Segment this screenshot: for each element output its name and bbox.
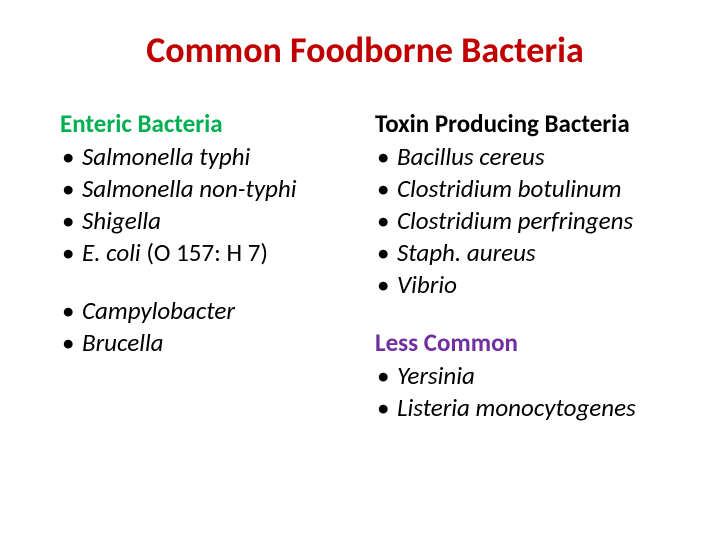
list-item: Salmonella non-typhi [60, 173, 355, 205]
left-column: Enteric Bacteria Salmonella typhi Salmon… [60, 108, 355, 450]
item-text: E. coli [82, 237, 146, 268]
slide: Common Foodborne Bacteria Enteric Bacter… [0, 0, 720, 540]
item-text: Brucella [82, 327, 164, 358]
columns: Enteric Bacteria Salmonella typhi Salmon… [60, 108, 670, 450]
item-text: Campylobacter [82, 295, 235, 326]
less-common-list: Yersinia Listeria monocytogenes [375, 360, 670, 424]
list-item: Staph. aureus [375, 237, 670, 269]
item-text-suffix: (O 157: H 7) [146, 237, 268, 268]
item-text: Salmonella non-typhi [82, 173, 296, 204]
list-item: E. coli (O 157: H 7) [60, 237, 355, 269]
list-item: Bacillus cereus [375, 141, 670, 173]
extra-list: Campylobacter Brucella [60, 295, 355, 359]
left-section-2: Campylobacter Brucella [60, 295, 355, 359]
less-common-heading: Less Common [375, 327, 670, 358]
right-section-2: Less Common Yersinia Listeria monocytoge… [375, 327, 670, 424]
list-item: Salmonella typhi [60, 141, 355, 173]
toxin-list: Bacillus cereus Clostridium botulinum Cl… [375, 141, 670, 301]
list-item: Shigella [60, 205, 355, 237]
item-text: Bacillus cereus [397, 141, 545, 172]
item-text: Listeria monocytogenes [397, 392, 636, 423]
item-text: Yersinia [397, 360, 475, 391]
item-text: Staph. aureus [397, 237, 536, 268]
list-item: Vibrio [375, 269, 670, 301]
item-text: Vibrio [397, 269, 457, 300]
list-item: Listeria monocytogenes [375, 392, 670, 424]
slide-title: Common Foodborne Bacteria [60, 28, 670, 72]
list-item: Clostridium botulinum [375, 173, 670, 205]
list-item: Yersinia [375, 360, 670, 392]
item-text: Clostridium botulinum [397, 173, 622, 204]
list-item: Campylobacter [60, 295, 355, 327]
enteric-heading: Enteric Bacteria [60, 108, 355, 139]
item-text: Salmonella typhi [82, 141, 250, 172]
item-text: Shigella [82, 205, 161, 236]
toxin-heading: Toxin Producing Bacteria [375, 108, 670, 139]
list-item: Clostridium perfringens [375, 205, 670, 237]
left-section-1: Enteric Bacteria Salmonella typhi Salmon… [60, 108, 355, 269]
list-item: Brucella [60, 327, 355, 359]
item-text: Clostridium perfringens [397, 205, 633, 236]
enteric-list: Salmonella typhi Salmonella non-typhi Sh… [60, 141, 355, 269]
right-section-1: Toxin Producing Bacteria Bacillus cereus… [375, 108, 670, 301]
right-column: Toxin Producing Bacteria Bacillus cereus… [375, 108, 670, 450]
